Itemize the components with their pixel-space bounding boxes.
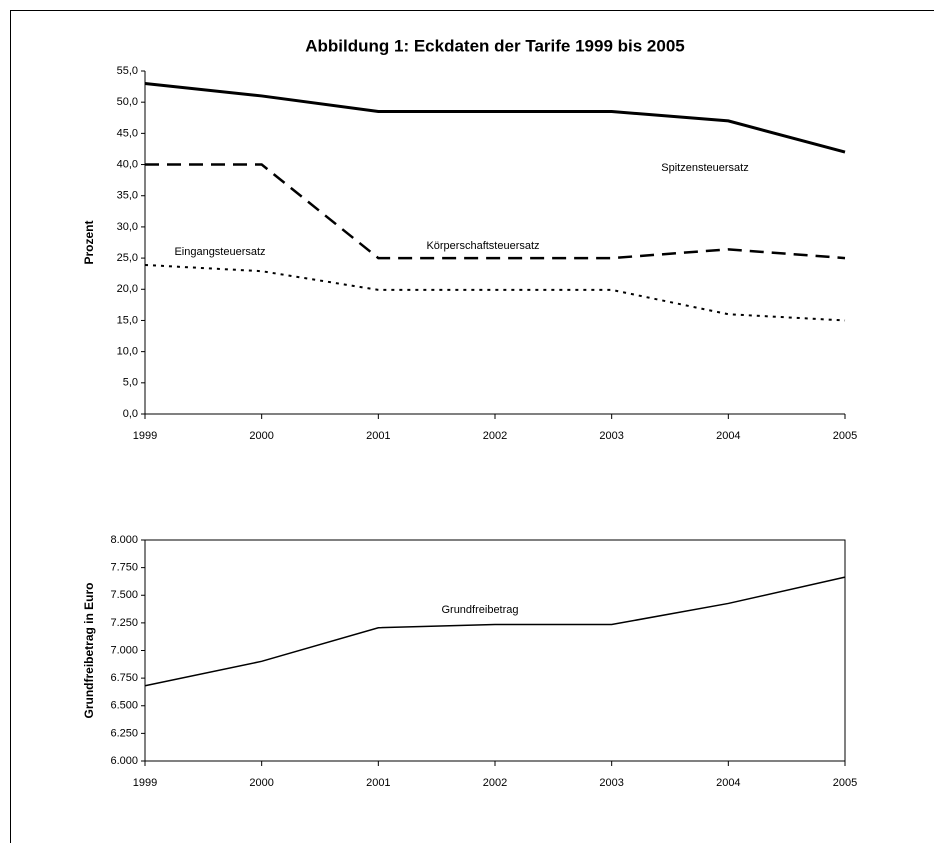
y-tick-label: 7.250	[110, 617, 138, 629]
y-tick-label: 20,0	[117, 283, 138, 295]
x-tick-label: 2000	[249, 430, 273, 442]
y-tick-label: 6.500	[110, 700, 138, 712]
x-tick-label: 2002	[483, 777, 507, 789]
series-line	[144, 263, 846, 322]
y-tick-label: 35,0	[117, 190, 138, 202]
y-tick-label: 7.000	[110, 644, 138, 656]
y-axis-label: Prozent	[82, 220, 96, 264]
x-tick-label: 2001	[366, 777, 390, 789]
chart-title: Abbildung 1: Eckdaten der Tarife 1999 bi…	[305, 36, 684, 55]
plot-border	[144, 539, 846, 762]
series-line	[145, 163, 846, 260]
y-axis-label: Grundfreibetrag in Euro	[82, 582, 96, 718]
y-tick-label: 55,0	[117, 65, 138, 77]
x-tick-label: 1999	[133, 430, 157, 442]
x-tick-label: 2005	[833, 430, 857, 442]
y-tick-label: 6.750	[110, 672, 138, 684]
y-tick-label: 8.000	[110, 534, 138, 546]
y-tick-label: 6.250	[110, 727, 138, 739]
y-tick-label: 25,0	[117, 252, 138, 264]
series-line	[144, 576, 846, 687]
y-tick-label: 15,0	[117, 314, 138, 326]
series-label: Spitzensteuersatz	[661, 162, 748, 174]
y-tick-label: 7.750	[110, 562, 138, 574]
x-tick-label: 2004	[716, 777, 740, 789]
x-tick-label: 1999	[133, 777, 157, 789]
y-tick-label: 30,0	[117, 221, 138, 233]
x-tick-label: 2004	[716, 430, 740, 442]
y-tick-label: 45,0	[117, 127, 138, 139]
series-label: Eingangsteuersatz	[174, 246, 265, 258]
series-line	[144, 81, 846, 154]
y-tick-label: 5,0	[123, 377, 138, 389]
y-tick-label: 40,0	[117, 158, 138, 170]
x-tick-label: 2001	[366, 430, 390, 442]
y-tick-label: 0,0	[123, 408, 138, 420]
y-tick-label: 7.500	[110, 589, 138, 601]
series-label: Grundfreibetrag	[441, 604, 518, 616]
frame	[10, 10, 934, 843]
series-label: Körperschaftsteuersatz	[426, 240, 539, 252]
y-tick-label: 10,0	[117, 346, 138, 358]
x-tick-label: 2000	[249, 777, 273, 789]
x-tick-label: 2003	[599, 430, 623, 442]
x-tick-label: 2005	[833, 777, 857, 789]
y-tick-label: 50,0	[117, 96, 138, 108]
x-tick-label: 2002	[483, 430, 507, 442]
x-tick-label: 2003	[599, 777, 623, 789]
y-tick-label: 6.000	[110, 755, 138, 767]
